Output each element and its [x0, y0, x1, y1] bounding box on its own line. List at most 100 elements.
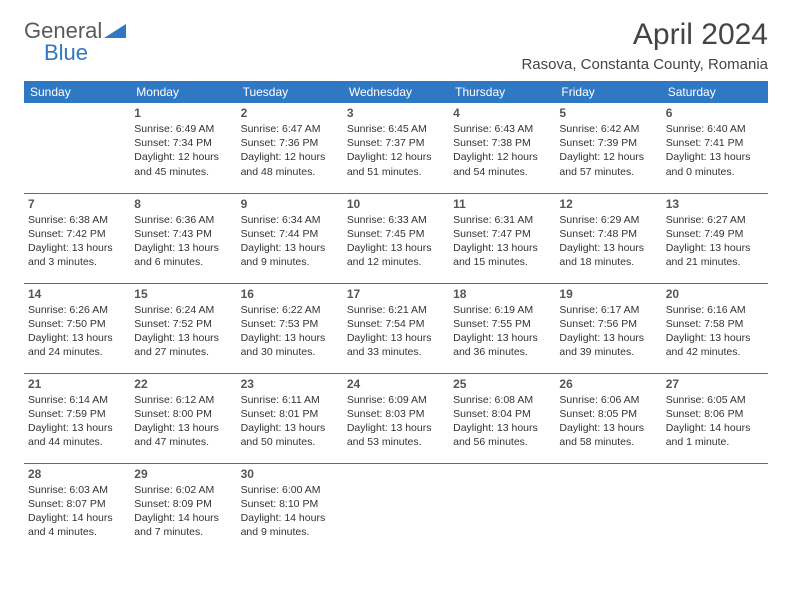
daylight-text: Daylight: 14 hours and 9 minutes. — [241, 511, 339, 539]
sunset-text: Sunset: 7:53 PM — [241, 317, 339, 331]
sunset-text: Sunset: 7:38 PM — [453, 136, 551, 150]
day-cell: 23Sunrise: 6:11 AMSunset: 8:01 PMDayligh… — [237, 373, 343, 463]
sunrise-text: Sunrise: 6:02 AM — [134, 483, 232, 497]
day-cell: 10Sunrise: 6:33 AMSunset: 7:45 PMDayligh… — [343, 193, 449, 283]
day-number: 2 — [241, 106, 339, 120]
daylight-text: Daylight: 13 hours and 6 minutes. — [134, 241, 232, 269]
day-cell: 13Sunrise: 6:27 AMSunset: 7:49 PMDayligh… — [662, 193, 768, 283]
day-number: 22 — [134, 377, 232, 391]
daylight-text: Daylight: 13 hours and 21 minutes. — [666, 241, 764, 269]
sunset-text: Sunset: 7:50 PM — [28, 317, 126, 331]
sunset-text: Sunset: 7:36 PM — [241, 136, 339, 150]
sunrise-text: Sunrise: 6:40 AM — [666, 122, 764, 136]
daylight-text: Daylight: 13 hours and 33 minutes. — [347, 331, 445, 359]
sunrise-text: Sunrise: 6:09 AM — [347, 393, 445, 407]
day-number: 21 — [28, 377, 126, 391]
sunrise-text: Sunrise: 6:03 AM — [28, 483, 126, 497]
day-header: Monday — [130, 81, 236, 103]
sunrise-text: Sunrise: 6:08 AM — [453, 393, 551, 407]
sunset-text: Sunset: 7:43 PM — [134, 227, 232, 241]
daylight-text: Daylight: 12 hours and 57 minutes. — [559, 150, 657, 178]
day-number: 5 — [559, 106, 657, 120]
day-cell: 27Sunrise: 6:05 AMSunset: 8:06 PMDayligh… — [662, 373, 768, 463]
day-number: 3 — [347, 106, 445, 120]
day-cell: 22 Sunrise: 6:12 AMSunset: 8:00 PMDayligh… — [130, 373, 236, 463]
sunset-text: Sunset: 8:05 PM — [559, 407, 657, 421]
sunrise-text: Sunrise: 6:38 AM — [28, 213, 126, 227]
sunrise-text: Sunrise: 6:29 AM — [559, 213, 657, 227]
daylight-text: Daylight: 12 hours and 48 minutes. — [241, 150, 339, 178]
daylight-text: Daylight: 13 hours and 39 minutes. — [559, 331, 657, 359]
day-number: 24 — [347, 377, 445, 391]
day-cell: 6Sunrise: 6:40 AMSunset: 7:41 PMDaylight… — [662, 103, 768, 193]
day-cell: 30Sunrise: 6:00 AMSunset: 8:10 PMDayligh… — [237, 463, 343, 553]
day-number: 26 — [559, 377, 657, 391]
sunrise-text: Sunrise: 6:17 AM — [559, 303, 657, 317]
day-cell: 21 Sunrise: 6:14 AMSunset: 7:59 PMDayligh… — [24, 373, 130, 463]
day-number: 13 — [666, 197, 764, 211]
daylight-text: Daylight: 14 hours and 1 minute. — [666, 421, 764, 449]
calendar-body: 1Sunrise: 6:49 AMSunset: 7:34 PMDaylight… — [24, 103, 768, 553]
day-number: 28 — [28, 467, 126, 481]
daylight-text: Daylight: 13 hours and 44 minutes. — [28, 421, 126, 449]
day-cell: 18Sunrise: 6:19 AMSunset: 7:55 PMDayligh… — [449, 283, 555, 373]
sunrise-text: Sunrise: 6:11 AM — [241, 393, 339, 407]
day-cell — [555, 463, 661, 553]
day-cell: 1Sunrise: 6:49 AMSunset: 7:34 PMDaylight… — [130, 103, 236, 193]
daylight-text: Daylight: 13 hours and 36 minutes. — [453, 331, 551, 359]
week-row: 21Sunrise: 6:14 AMSunset: 7:59 PMDayligh… — [24, 373, 768, 463]
sunrise-text: Sunrise: 6:42 AM — [559, 122, 657, 136]
day-header: Saturday — [662, 81, 768, 103]
sunrise-text: Sunrise: 6:14 AM — [28, 393, 126, 407]
day-cell: 17Sunrise: 6:21 AMSunset: 7:54 PMDayligh… — [343, 283, 449, 373]
sunset-text: Sunset: 7:42 PM — [28, 227, 126, 241]
day-header: Sunday — [24, 81, 130, 103]
day-number: 14 — [28, 287, 126, 301]
daylight-text: Daylight: 13 hours and 42 minutes. — [666, 331, 764, 359]
sunrise-text: Sunrise: 6:31 AM — [453, 213, 551, 227]
week-row: 1Sunrise: 6:49 AMSunset: 7:34 PMDaylight… — [24, 103, 768, 193]
sunrise-text: Sunrise: 6:33 AM — [347, 213, 445, 227]
sunset-text: Sunset: 7:45 PM — [347, 227, 445, 241]
day-cell — [449, 463, 555, 553]
day-cell: 19Sunrise: 6:17 AMSunset: 7:56 PMDayligh… — [555, 283, 661, 373]
day-cell: 24 Sunrise: 6:09 AMSunset: 8:03 PMDayligh… — [343, 373, 449, 463]
day-cell: 8Sunrise: 6:36 AMSunset: 7:43 PMDaylight… — [130, 193, 236, 283]
day-number: 23 — [241, 377, 339, 391]
sunrise-text: Sunrise: 6:45 AM — [347, 122, 445, 136]
daylight-text: Daylight: 13 hours and 47 minutes. — [134, 421, 232, 449]
day-cell: 11 Sunrise: 6:31 AMSunset: 7:47 PMDayligh… — [449, 193, 555, 283]
sunset-text: Sunset: 8:01 PM — [241, 407, 339, 421]
daylight-text: Daylight: 13 hours and 3 minutes. — [28, 241, 126, 269]
day-cell — [662, 463, 768, 553]
day-cell: 28Sunrise: 6:03 AMSunset: 8:07 PMDayligh… — [24, 463, 130, 553]
daylight-text: Daylight: 13 hours and 15 minutes. — [453, 241, 551, 269]
daylight-text: Daylight: 13 hours and 9 minutes. — [241, 241, 339, 269]
day-cell — [24, 103, 130, 193]
week-row: 14Sunrise: 6:26 AMSunset: 7:50 PMDayligh… — [24, 283, 768, 373]
sunset-text: Sunset: 7:58 PM — [666, 317, 764, 331]
sunset-text: Sunset: 8:00 PM — [134, 407, 232, 421]
sunset-text: Sunset: 7:54 PM — [347, 317, 445, 331]
sunset-text: Sunset: 7:47 PM — [453, 227, 551, 241]
day-cell: 9Sunrise: 6:34 AMSunset: 7:44 PMDaylight… — [237, 193, 343, 283]
day-cell: 15Sunrise: 6:24 AMSunset: 7:52 PMDayligh… — [130, 283, 236, 373]
sunrise-text: Sunrise: 6:12 AM — [134, 393, 232, 407]
day-number: 29 — [134, 467, 232, 481]
day-number: 11 — [453, 197, 551, 211]
day-number: 6 — [666, 106, 764, 120]
day-number: 15 — [134, 287, 232, 301]
sunset-text: Sunset: 8:04 PM — [453, 407, 551, 421]
sunset-text: Sunset: 7:59 PM — [28, 407, 126, 421]
logo-blue-text: Blue — [40, 40, 88, 66]
week-row: 7Sunrise: 6:38 AMSunset: 7:42 PMDaylight… — [24, 193, 768, 283]
sunset-text: Sunset: 8:03 PM — [347, 407, 445, 421]
sunrise-text: Sunrise: 6:16 AM — [666, 303, 764, 317]
day-number: 9 — [241, 197, 339, 211]
day-number: 19 — [559, 287, 657, 301]
day-number: 10 — [347, 197, 445, 211]
daylight-text: Daylight: 13 hours and 53 minutes. — [347, 421, 445, 449]
day-number: 30 — [241, 467, 339, 481]
sunrise-text: Sunrise: 6:34 AM — [241, 213, 339, 227]
sunset-text: Sunset: 7:52 PM — [134, 317, 232, 331]
